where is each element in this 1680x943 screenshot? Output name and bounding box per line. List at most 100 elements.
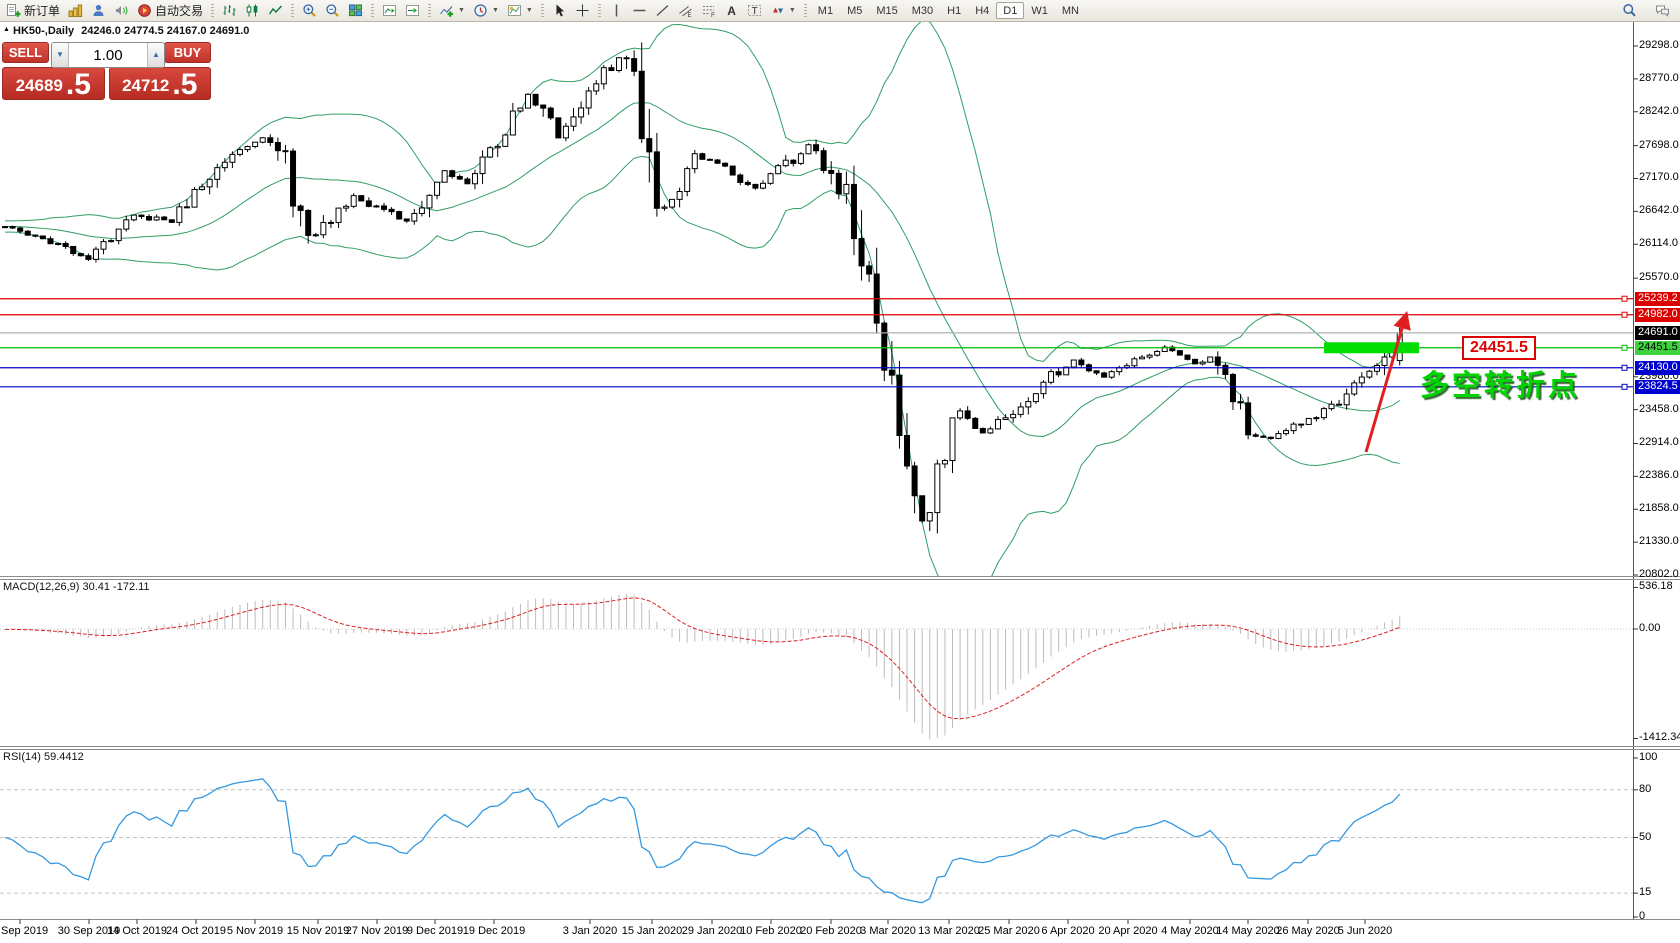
y-tick-label: 28770.0 — [1639, 71, 1679, 84]
search-icon — [1623, 4, 1636, 17]
annotation-text: 多空转折点 — [1420, 370, 1581, 402]
main-price-panel — [0, 22, 1633, 576]
new-chart-button[interactable] — [64, 1, 87, 20]
price-scale[interactable]: 29298.0 28770.0 28242.0 27698.0 27170.0 26642… — [1634, 0, 1680, 943]
bar-chart-button[interactable] — [218, 1, 241, 20]
y-tick-label: 15 — [1639, 886, 1652, 899]
search-button[interactable] — [1618, 1, 1641, 20]
text-label-icon: T — [747, 5, 761, 17]
svg-text:A: A — [727, 4, 736, 18]
timeframe-button-M5[interactable]: M5 — [840, 2, 869, 19]
channel-button[interactable]: E — [674, 1, 697, 20]
toolbar-grip — [803, 3, 807, 18]
y-tick-label: 29298.0 — [1639, 39, 1679, 51]
svg-text:T: T — [751, 6, 757, 17]
horizontal-line-icon — [633, 9, 646, 12]
new-order-button[interactable]: 新订单 — [2, 1, 64, 20]
alerts-button[interactable] — [110, 1, 133, 20]
periods-button[interactable]: ▼ — [469, 1, 503, 20]
toolbar-grip — [371, 3, 375, 18]
timeframe-button-H4[interactable]: H4 — [968, 2, 996, 19]
sell-price-int: 24689 — [15, 76, 63, 95]
line-price-label: 24691.0 — [1635, 325, 1680, 340]
buy-price[interactable]: 24712 .5 — [108, 67, 211, 101]
text-button[interactable]: A — [720, 1, 743, 20]
indicators-button[interactable]: ▼ — [435, 1, 469, 20]
zoom-out-button[interactable] — [321, 1, 344, 20]
zoom-in-icon — [303, 4, 316, 17]
autotrading-button[interactable]: 自动交易 — [133, 1, 207, 20]
zoom-in-button[interactable] — [298, 1, 321, 20]
trade-prices: 24689 .5 24712 .5 — [2, 67, 211, 100]
chart-shift-icon — [383, 5, 397, 16]
templates-icon — [507, 5, 521, 16]
rsi-indicator-label: RSI(14) 59.4412 — [3, 751, 84, 763]
y-tick-label: 28242.0 — [1639, 104, 1679, 117]
dropdown-caret-icon: ▼ — [788, 7, 796, 14]
autotrading-icon — [138, 4, 151, 17]
text-icon: A — [727, 4, 736, 18]
chart-shift-button[interactable] — [378, 1, 401, 20]
timeframe-group: M1 M5 M15 M30 H1 H4 D1 W1 MN — [811, 0, 1086, 21]
line-price-label: 24130.0 — [1635, 360, 1680, 375]
toolbar-group-scroll — [378, 0, 424, 21]
svg-text:E: E — [687, 13, 691, 18]
timeframe-button-MN[interactable]: MN — [1055, 2, 1086, 19]
shapes-button[interactable]: ▼ — [766, 1, 800, 20]
vertical-line-button[interactable] — [605, 1, 628, 20]
line-price-label: 24451.5 — [1635, 340, 1680, 355]
tile-windows-button[interactable] — [344, 1, 367, 20]
buy-price-frac: .5 — [172, 68, 198, 101]
channel-icon: E — [679, 6, 692, 18]
toolbar-group-chart-type — [218, 0, 287, 21]
line-chart-button[interactable] — [264, 1, 287, 20]
y-tick-label: 100 — [1639, 751, 1658, 763]
autoscroll-button[interactable] — [401, 1, 424, 20]
chart-expand-icon[interactable]: ▲ — [3, 26, 10, 33]
periods-clock-icon — [474, 4, 487, 17]
timeframe-button-D1[interactable]: D1 — [996, 2, 1025, 19]
volume-increase-button[interactable]: ▲ — [147, 43, 164, 67]
buy-price-int: 24712 — [122, 76, 170, 95]
chat-button[interactable] — [1651, 1, 1674, 20]
timeframe-button-W1[interactable]: W1 — [1024, 2, 1055, 19]
volume-stepper: ▼ ▲ — [51, 42, 165, 68]
macd-indicator-label: MACD(12,26,9) 30.41 -172.11 — [3, 581, 150, 593]
candlestick-chart-icon — [246, 4, 258, 17]
sell-button[interactable]: SELL — [2, 42, 49, 63]
trendline-button[interactable] — [651, 1, 674, 20]
crosshair-button[interactable] — [571, 1, 594, 20]
toolbar-group-indicators: ▼ ▼ ▼ — [435, 0, 537, 21]
timeframe-button-M30[interactable]: M30 — [905, 2, 940, 19]
buy-button[interactable]: BUY — [164, 42, 211, 63]
horizontal-line-button[interactable] — [628, 1, 651, 20]
candlestick-chart-button[interactable] — [241, 1, 264, 20]
sell-price[interactable]: 24689 .5 — [2, 67, 105, 100]
y-tick-label: 25570.0 — [1639, 271, 1679, 284]
volume-input[interactable] — [69, 43, 147, 67]
tile-windows-icon — [349, 4, 363, 17]
fibonacci-button[interactable]: F — [697, 1, 720, 20]
volume-decrease-button[interactable]: ▼ — [52, 43, 69, 67]
profiles-button[interactable] — [87, 1, 110, 20]
text-label-button[interactable]: T — [743, 1, 766, 20]
templates-button[interactable]: ▼ — [503, 1, 537, 20]
y-tick-label: 27698.0 — [1639, 138, 1679, 151]
chart-ohlc-values: 24246.0 24774.5 24167.0 24691.0 — [81, 25, 250, 37]
y-tick-label: 80 — [1639, 782, 1652, 795]
dropdown-caret-icon: ▼ — [458, 7, 465, 14]
new-order-label: 新订单 — [24, 4, 61, 18]
y-tick-label: 26642.0 — [1639, 204, 1679, 217]
line-price-label: 24982.0 — [1635, 307, 1680, 322]
dropdown-caret-icon: ▼ — [525, 7, 533, 14]
y-tick-label: -1412.34 — [1639, 731, 1680, 744]
cursor-button[interactable] — [548, 1, 571, 20]
line-chart-icon — [268, 5, 283, 15]
timeframe-button-M1[interactable]: M1 — [811, 2, 840, 19]
timeframe-button-M15[interactable]: M15 — [869, 2, 904, 19]
y-tick-label: 21858.0 — [1639, 502, 1679, 515]
toolbar-group-order: 新订单 自动交易 — [2, 0, 207, 21]
timeframe-button-H1[interactable]: H1 — [940, 2, 968, 19]
